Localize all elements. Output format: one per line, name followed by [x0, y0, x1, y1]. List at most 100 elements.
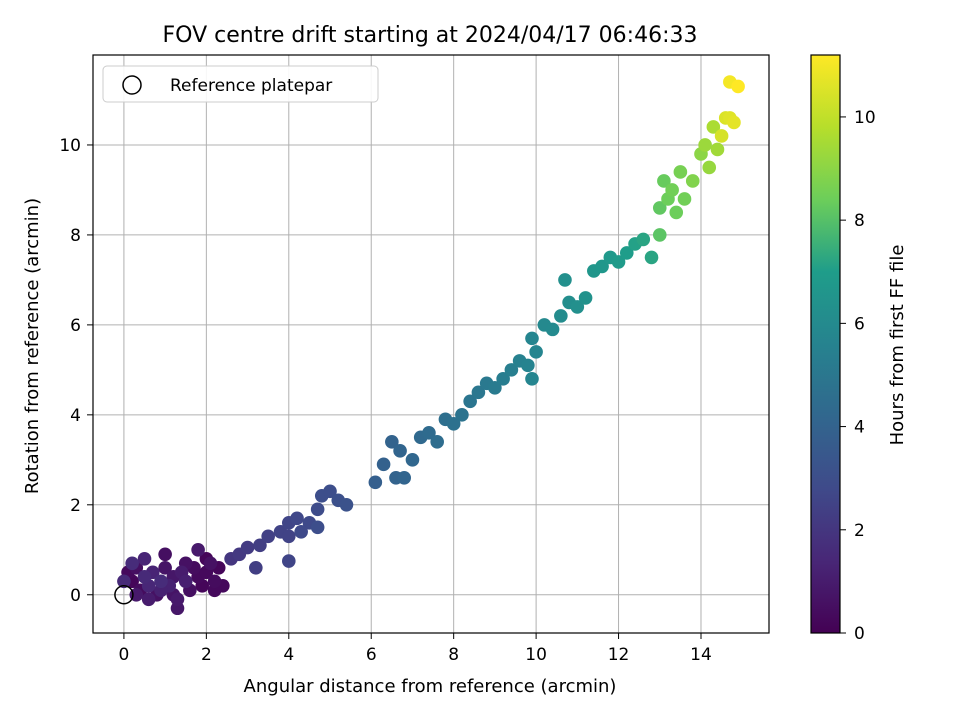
data-point	[558, 273, 572, 287]
data-point	[294, 524, 308, 539]
data-point	[137, 569, 152, 584]
x-tick-label: 2	[201, 645, 212, 665]
data-point	[178, 574, 193, 589]
data-point	[636, 232, 651, 247]
data-point	[578, 291, 593, 305]
data-point	[685, 174, 700, 188]
y-tick-label: 2	[70, 496, 81, 516]
data-point	[281, 554, 296, 568]
data-point	[657, 174, 671, 188]
data-point	[154, 574, 168, 589]
data-point	[368, 475, 383, 490]
data-point	[706, 120, 721, 134]
data-point	[249, 560, 263, 575]
data-point	[158, 560, 172, 575]
data-point	[446, 417, 461, 431]
data-point	[525, 331, 539, 346]
data-point	[504, 363, 519, 377]
data-point	[525, 372, 539, 386]
colorbar-tick-label: 2	[854, 521, 865, 541]
data-point	[595, 259, 609, 274]
data-point	[652, 228, 667, 242]
data-point	[158, 547, 172, 562]
data-point	[310, 502, 325, 517]
data-point	[240, 540, 255, 555]
reference-platepar-marker	[114, 585, 134, 605]
x-axis-label: Angular distance from reference (arcmin)	[244, 676, 617, 697]
data-points	[117, 75, 745, 616]
x-tick-label: 14	[690, 645, 712, 665]
data-point	[281, 529, 296, 544]
legend-box	[102, 65, 379, 103]
data-point	[397, 471, 412, 485]
data-point	[669, 205, 684, 220]
plot-area	[92, 54, 770, 634]
y-tick-label: 0	[70, 586, 81, 606]
x-tick-label: 12	[608, 645, 630, 665]
data-point	[339, 498, 354, 512]
data-point	[207, 574, 222, 589]
colorbar-tick-label: 10	[854, 108, 876, 128]
data-point	[290, 511, 304, 526]
data-point	[385, 435, 399, 449]
colorbar-label: Hours from first FF file	[887, 245, 908, 446]
data-point	[644, 250, 659, 265]
plot-background	[93, 55, 769, 633]
data-point	[170, 592, 185, 607]
data-point	[471, 385, 486, 400]
x-tick-label: 4	[283, 645, 294, 665]
y-tick-label: 10	[59, 136, 81, 156]
legend-entry-label: Reference platepar	[170, 76, 332, 96]
data-point	[430, 435, 444, 449]
data-point	[191, 542, 205, 557]
data-point	[545, 322, 560, 337]
y-axis-ticks: 0 2 4 6 8 10	[59, 136, 93, 606]
data-point	[677, 192, 692, 206]
colorbar-tick-label: 4	[854, 418, 865, 438]
x-tick-label: 0	[119, 645, 130, 665]
chart-title: FOV centre drift starting at 2024/04/17 …	[163, 23, 698, 48]
colorbar-gradient	[810, 54, 841, 634]
data-point	[665, 183, 679, 197]
data-point	[714, 129, 729, 143]
data-point	[393, 444, 407, 458]
data-point	[405, 453, 420, 467]
data-point	[727, 115, 741, 130]
data-point	[422, 426, 436, 440]
data-point	[710, 142, 725, 157]
data-point	[652, 201, 667, 215]
data-point	[611, 255, 626, 269]
x-tick-label: 8	[448, 645, 459, 665]
x-axis-ticks: 0 2 4 6 8 10 12 14	[119, 633, 712, 665]
y-tick-label: 8	[70, 226, 81, 246]
data-point	[125, 556, 139, 571]
y-tick-label: 4	[70, 406, 81, 426]
y-tick-label: 6	[70, 316, 81, 336]
data-point	[203, 556, 218, 571]
data-point	[731, 79, 745, 94]
data-point	[521, 358, 535, 373]
data-point	[496, 372, 510, 386]
data-point	[463, 394, 477, 409]
data-point	[376, 457, 391, 472]
x-tick-label: 10	[525, 645, 547, 665]
x-tick-label: 6	[366, 645, 377, 665]
y-axis-label: Rotation from reference (arcmin)	[22, 198, 43, 494]
data-point	[253, 538, 267, 553]
colorbar-tick-label: 0	[854, 624, 865, 644]
data-point	[529, 345, 543, 359]
legend: Reference platepar	[102, 65, 379, 103]
data-point	[455, 408, 469, 422]
data-point	[702, 160, 717, 175]
data-point	[323, 484, 337, 499]
data-point	[698, 138, 712, 152]
data-point	[673, 165, 688, 179]
colorbar: 0 2 4 6 8 10 Hours from first FF file	[810, 54, 908, 644]
colorbar-tick-label: 6	[854, 314, 865, 334]
data-point	[137, 551, 152, 566]
data-point	[310, 520, 325, 535]
legend-open-circle-marker	[122, 75, 142, 95]
data-point	[261, 529, 275, 544]
